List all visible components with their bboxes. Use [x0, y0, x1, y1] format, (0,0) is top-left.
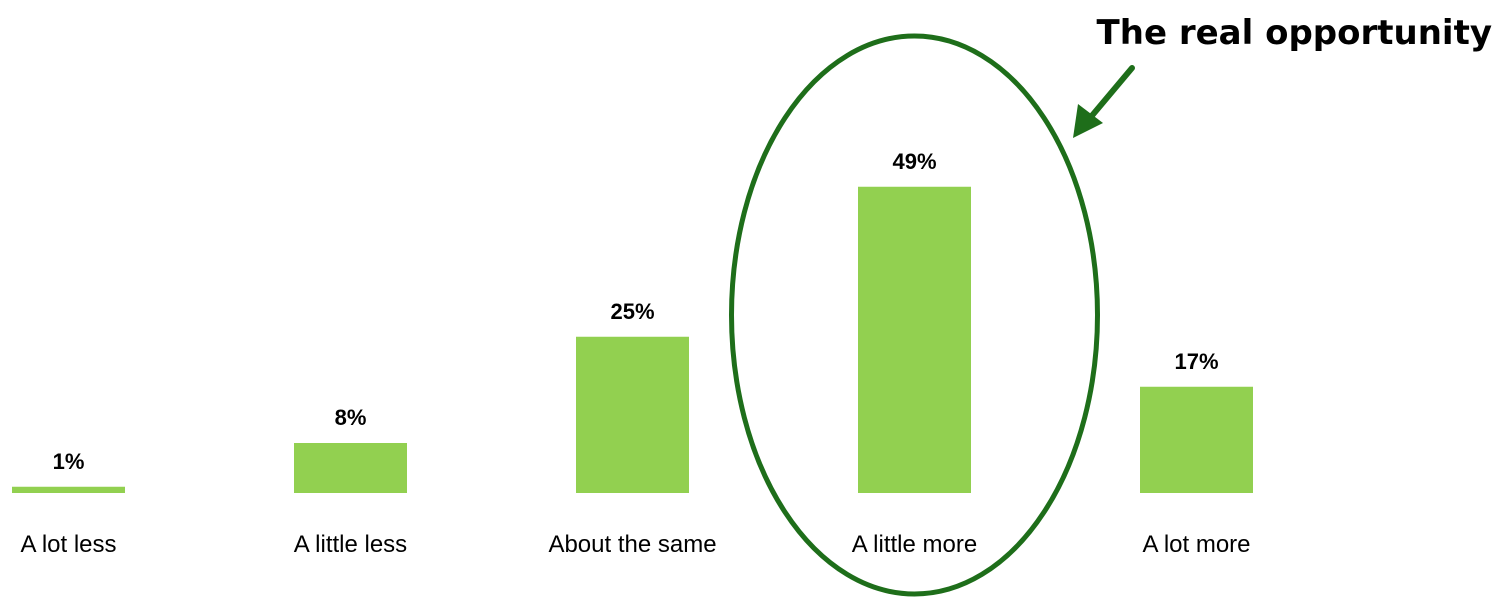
arrow-icon [1073, 65, 1135, 138]
data-label: 25% [610, 299, 654, 324]
bars-layer [12, 186, 1253, 493]
category-tick-label: A little more [852, 531, 977, 558]
bar-a-little-less [294, 443, 407, 493]
category-tick-label: A lot less [20, 531, 116, 558]
bar-a-lot-more [1140, 386, 1253, 493]
highlight-ellipse [729, 33, 1100, 597]
data-label: 8% [335, 405, 367, 430]
arrow-shaft [1087, 65, 1135, 121]
highlight-callout-label: The real opportunity [1097, 13, 1492, 53]
category-tick-label: A lot more [1142, 531, 1250, 558]
category-tick-label: About the same [548, 531, 716, 558]
tick-labels-layer: A lot less A little less About the same A l… [20, 531, 1250, 558]
bar-a-lot-less [12, 486, 125, 493]
bar-about-the-same [576, 336, 689, 493]
arrow-head [1073, 104, 1103, 138]
data-label: 49% [892, 149, 936, 174]
data-label: 1% [53, 449, 85, 474]
data-label: 17% [1174, 349, 1218, 374]
category-tick-label: A little less [294, 531, 407, 558]
value-labels-layer: 1% 8% 25% 49% 17% [53, 149, 1219, 474]
bar-a-little-more [858, 186, 971, 493]
